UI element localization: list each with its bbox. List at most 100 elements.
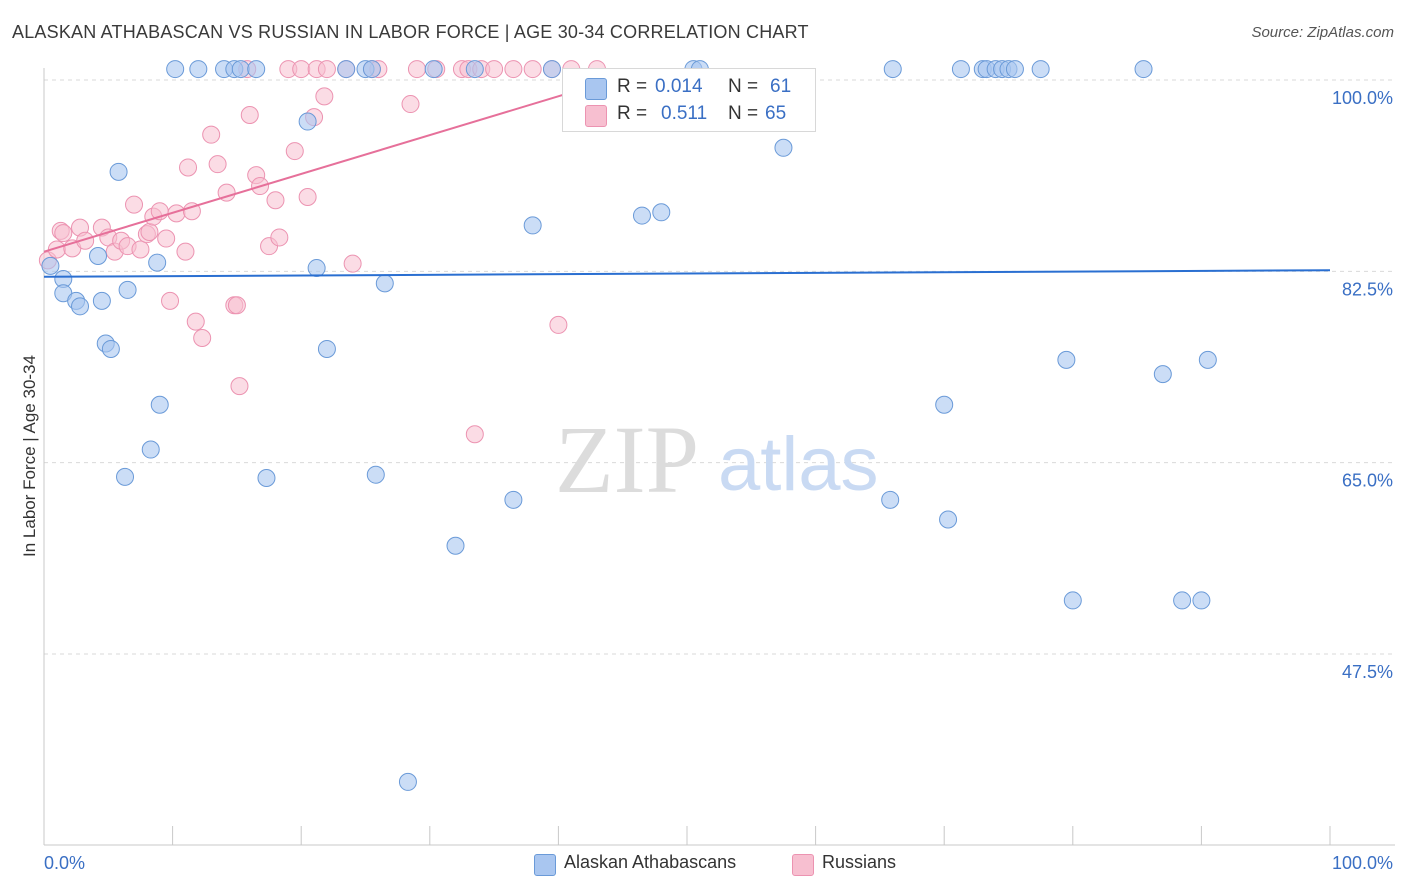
athabascan-point: [632, 206, 651, 225]
correlation-legend: R = 0.014 N = 61 R = 0.511 N = 65: [562, 68, 816, 132]
axes: [43, 68, 1395, 846]
series-name: Alaskan Athabascans: [564, 852, 737, 872]
legend-r-value: 0.014: [655, 76, 703, 97]
athabascan-points: [41, 60, 1217, 791]
athabascan-point: [141, 440, 160, 459]
athabascan-trend-line: [43, 269, 1331, 278]
athabascan-point: [307, 259, 326, 278]
athabascan-point: [446, 536, 465, 555]
athabascan-point: [523, 216, 542, 235]
athabascan-point: [1005, 60, 1024, 79]
russians-point: [407, 60, 426, 79]
russians-point: [485, 60, 504, 79]
russians-point: [193, 329, 212, 348]
russians-point: [317, 60, 336, 79]
athabascan-point: [189, 60, 208, 79]
athabascan-point: [41, 256, 60, 275]
athabascan-point: [118, 280, 137, 299]
athabascan-point: [883, 60, 902, 79]
series-swatch-pink: [792, 854, 814, 876]
grid-lines: [44, 79, 1395, 655]
russians-point: [208, 155, 227, 174]
russians-point: [157, 229, 176, 248]
legend-r-label: R =: [617, 103, 648, 124]
athabascan-point: [465, 60, 484, 79]
russians-point: [161, 291, 180, 310]
athabascan-point: [1063, 591, 1082, 610]
y-tick-label: 47.5%: [1342, 662, 1393, 682]
series-name: Russians: [822, 852, 897, 872]
russians-point: [131, 240, 150, 259]
chart-title: ALASKAN ATHABASCAN VS RUSSIAN IN LABOR F…: [12, 22, 809, 42]
russians-point: [230, 377, 249, 396]
tick-labels: 100.0% 82.5% 65.0% 47.5% 0.0% 100.0%: [44, 88, 1393, 873]
athabascan-point: [101, 339, 120, 358]
athabascan-point: [150, 395, 169, 414]
russians-point: [54, 224, 73, 243]
russians-point: [523, 60, 542, 79]
athabascan-point: [881, 490, 900, 509]
athabascan-point: [317, 339, 336, 358]
athabascan-point: [366, 465, 385, 484]
russians-trend-line: [43, 68, 649, 253]
athabascan-point: [298, 112, 317, 131]
russians-point: [186, 312, 205, 331]
legend-n-value: 65: [765, 103, 787, 124]
athabascan-point: [247, 60, 266, 79]
athabascan-point: [89, 247, 108, 266]
athabascan-point: [398, 772, 417, 791]
watermark-atlas: atlas: [718, 422, 879, 507]
athabascan-point: [1153, 365, 1172, 384]
legend-n-label: N =: [728, 76, 759, 97]
russians-point: [285, 142, 304, 161]
athabascan-point: [424, 60, 443, 79]
athabascan-point: [92, 291, 111, 310]
russians-point: [315, 87, 334, 106]
athabascan-point: [116, 467, 135, 486]
legend-n-label: N =: [728, 103, 759, 124]
legend-swatch-blue: [585, 78, 607, 100]
athabascan-point: [375, 274, 394, 293]
athabascan-point: [337, 60, 356, 79]
x-tick-label: 0.0%: [44, 853, 85, 873]
athabascan-point: [542, 60, 561, 79]
y-tick-label: 65.0%: [1342, 471, 1393, 491]
russians-point: [125, 195, 144, 214]
athabascan-point: [951, 60, 970, 79]
russians-point: [227, 296, 246, 315]
russians-point: [465, 425, 484, 444]
russians-point: [266, 191, 285, 210]
russians-point: [298, 187, 317, 206]
russians-points: [38, 60, 606, 444]
russians-point: [343, 254, 362, 273]
athabascan-point: [1057, 350, 1076, 369]
athabascan-point: [939, 510, 958, 529]
y-axis-title: In Labor Force | Age 30-34: [20, 355, 39, 557]
watermark: ZIP atlas: [555, 406, 879, 513]
legend-r-label: R =: [617, 76, 648, 97]
athabascan-point: [1192, 591, 1211, 610]
athabascan-point: [257, 468, 276, 487]
russians-point: [179, 158, 198, 177]
athabascan-point: [1134, 60, 1153, 79]
athabascan-point: [1031, 60, 1050, 79]
watermark-zip: ZIP: [555, 406, 699, 513]
athabascan-point: [1198, 350, 1217, 369]
athabascan-point: [148, 253, 167, 272]
russians-point: [270, 228, 289, 247]
legend-r-value: 0.511: [661, 103, 708, 124]
series-swatch-blue: [534, 854, 556, 876]
russians-point: [202, 125, 221, 144]
athabascan-point: [231, 60, 250, 79]
legend-n-value: 61: [770, 76, 792, 97]
athabascan-point: [109, 162, 128, 181]
y-tick-label: 100.0%: [1332, 88, 1393, 108]
russians-point: [504, 60, 523, 79]
russians-point: [240, 105, 259, 124]
athabascan-point: [935, 395, 954, 414]
athabascan-point: [71, 297, 90, 316]
russians-point: [401, 95, 420, 114]
trend-lines: [43, 68, 1331, 278]
russians-point: [140, 222, 159, 241]
